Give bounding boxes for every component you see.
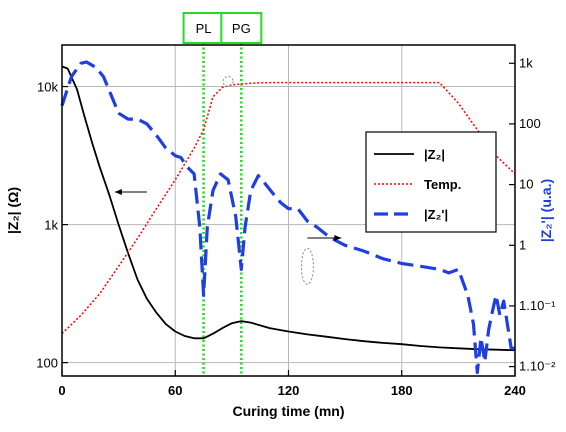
y-right-tick-label: 10	[519, 177, 533, 192]
y-right-tick-label: 1.10⁻¹	[519, 298, 556, 313]
x-tick-label: 180	[391, 383, 413, 398]
y-right-tick-label: 1k	[519, 55, 533, 70]
right-axis-ellipse	[300, 247, 314, 285]
x-tick-label: 60	[168, 383, 182, 398]
y-right-axis-label: |Z₂'| (u.a.)	[538, 179, 554, 242]
marker-label: PL	[196, 21, 212, 36]
phase-marker-lines	[202, 43, 243, 376]
y-right-tick-label: 1	[519, 237, 526, 252]
marker-box-pg	[220, 12, 263, 44]
series-line-0	[61, 65, 516, 352]
left-axis-arrowhead	[114, 189, 122, 195]
ticks: 0 60 120 180 240 100 1k 10k 1.10⁻² 1.10⁻¹ 1 10 100 1k	[36, 55, 556, 398]
series-line-1	[61, 81, 516, 335]
phase-markers: PL PG	[182, 12, 263, 44]
legend: |Z₂| Temp. |Z₂'|	[365, 131, 497, 233]
y-right-tick-label: 100	[519, 116, 541, 131]
annotations	[114, 76, 342, 285]
legend-label-2: |Z₂'|	[424, 207, 448, 222]
legend-label-0: |Z₂|	[424, 147, 445, 162]
y-left-tick-label: 1k	[44, 218, 58, 233]
x-tick-label: 120	[278, 383, 300, 398]
marker-label: PG	[232, 21, 251, 36]
series-group	[60, 60, 516, 375]
right-axis-arrowhead	[334, 235, 342, 241]
y-left-tick-label: 100	[36, 356, 58, 371]
series-line-2	[60, 60, 515, 375]
y-left-tick-label: 10k	[37, 80, 58, 95]
legend-label-1: Temp.	[424, 177, 461, 192]
x-axis-label: Curing time (mn)	[233, 403, 345, 419]
x-tick-label: 240	[504, 383, 526, 398]
axis-labels: Curing time (mn) |Z₂| (Ω) |Z₂'| (u.a.)	[5, 179, 554, 419]
x-tick-label: 0	[58, 383, 65, 398]
top-ellipse	[222, 76, 234, 88]
y-right-tick-label: 1.10⁻²	[519, 359, 556, 374]
y-left-axis-label: |Z₂| (Ω)	[5, 187, 21, 234]
